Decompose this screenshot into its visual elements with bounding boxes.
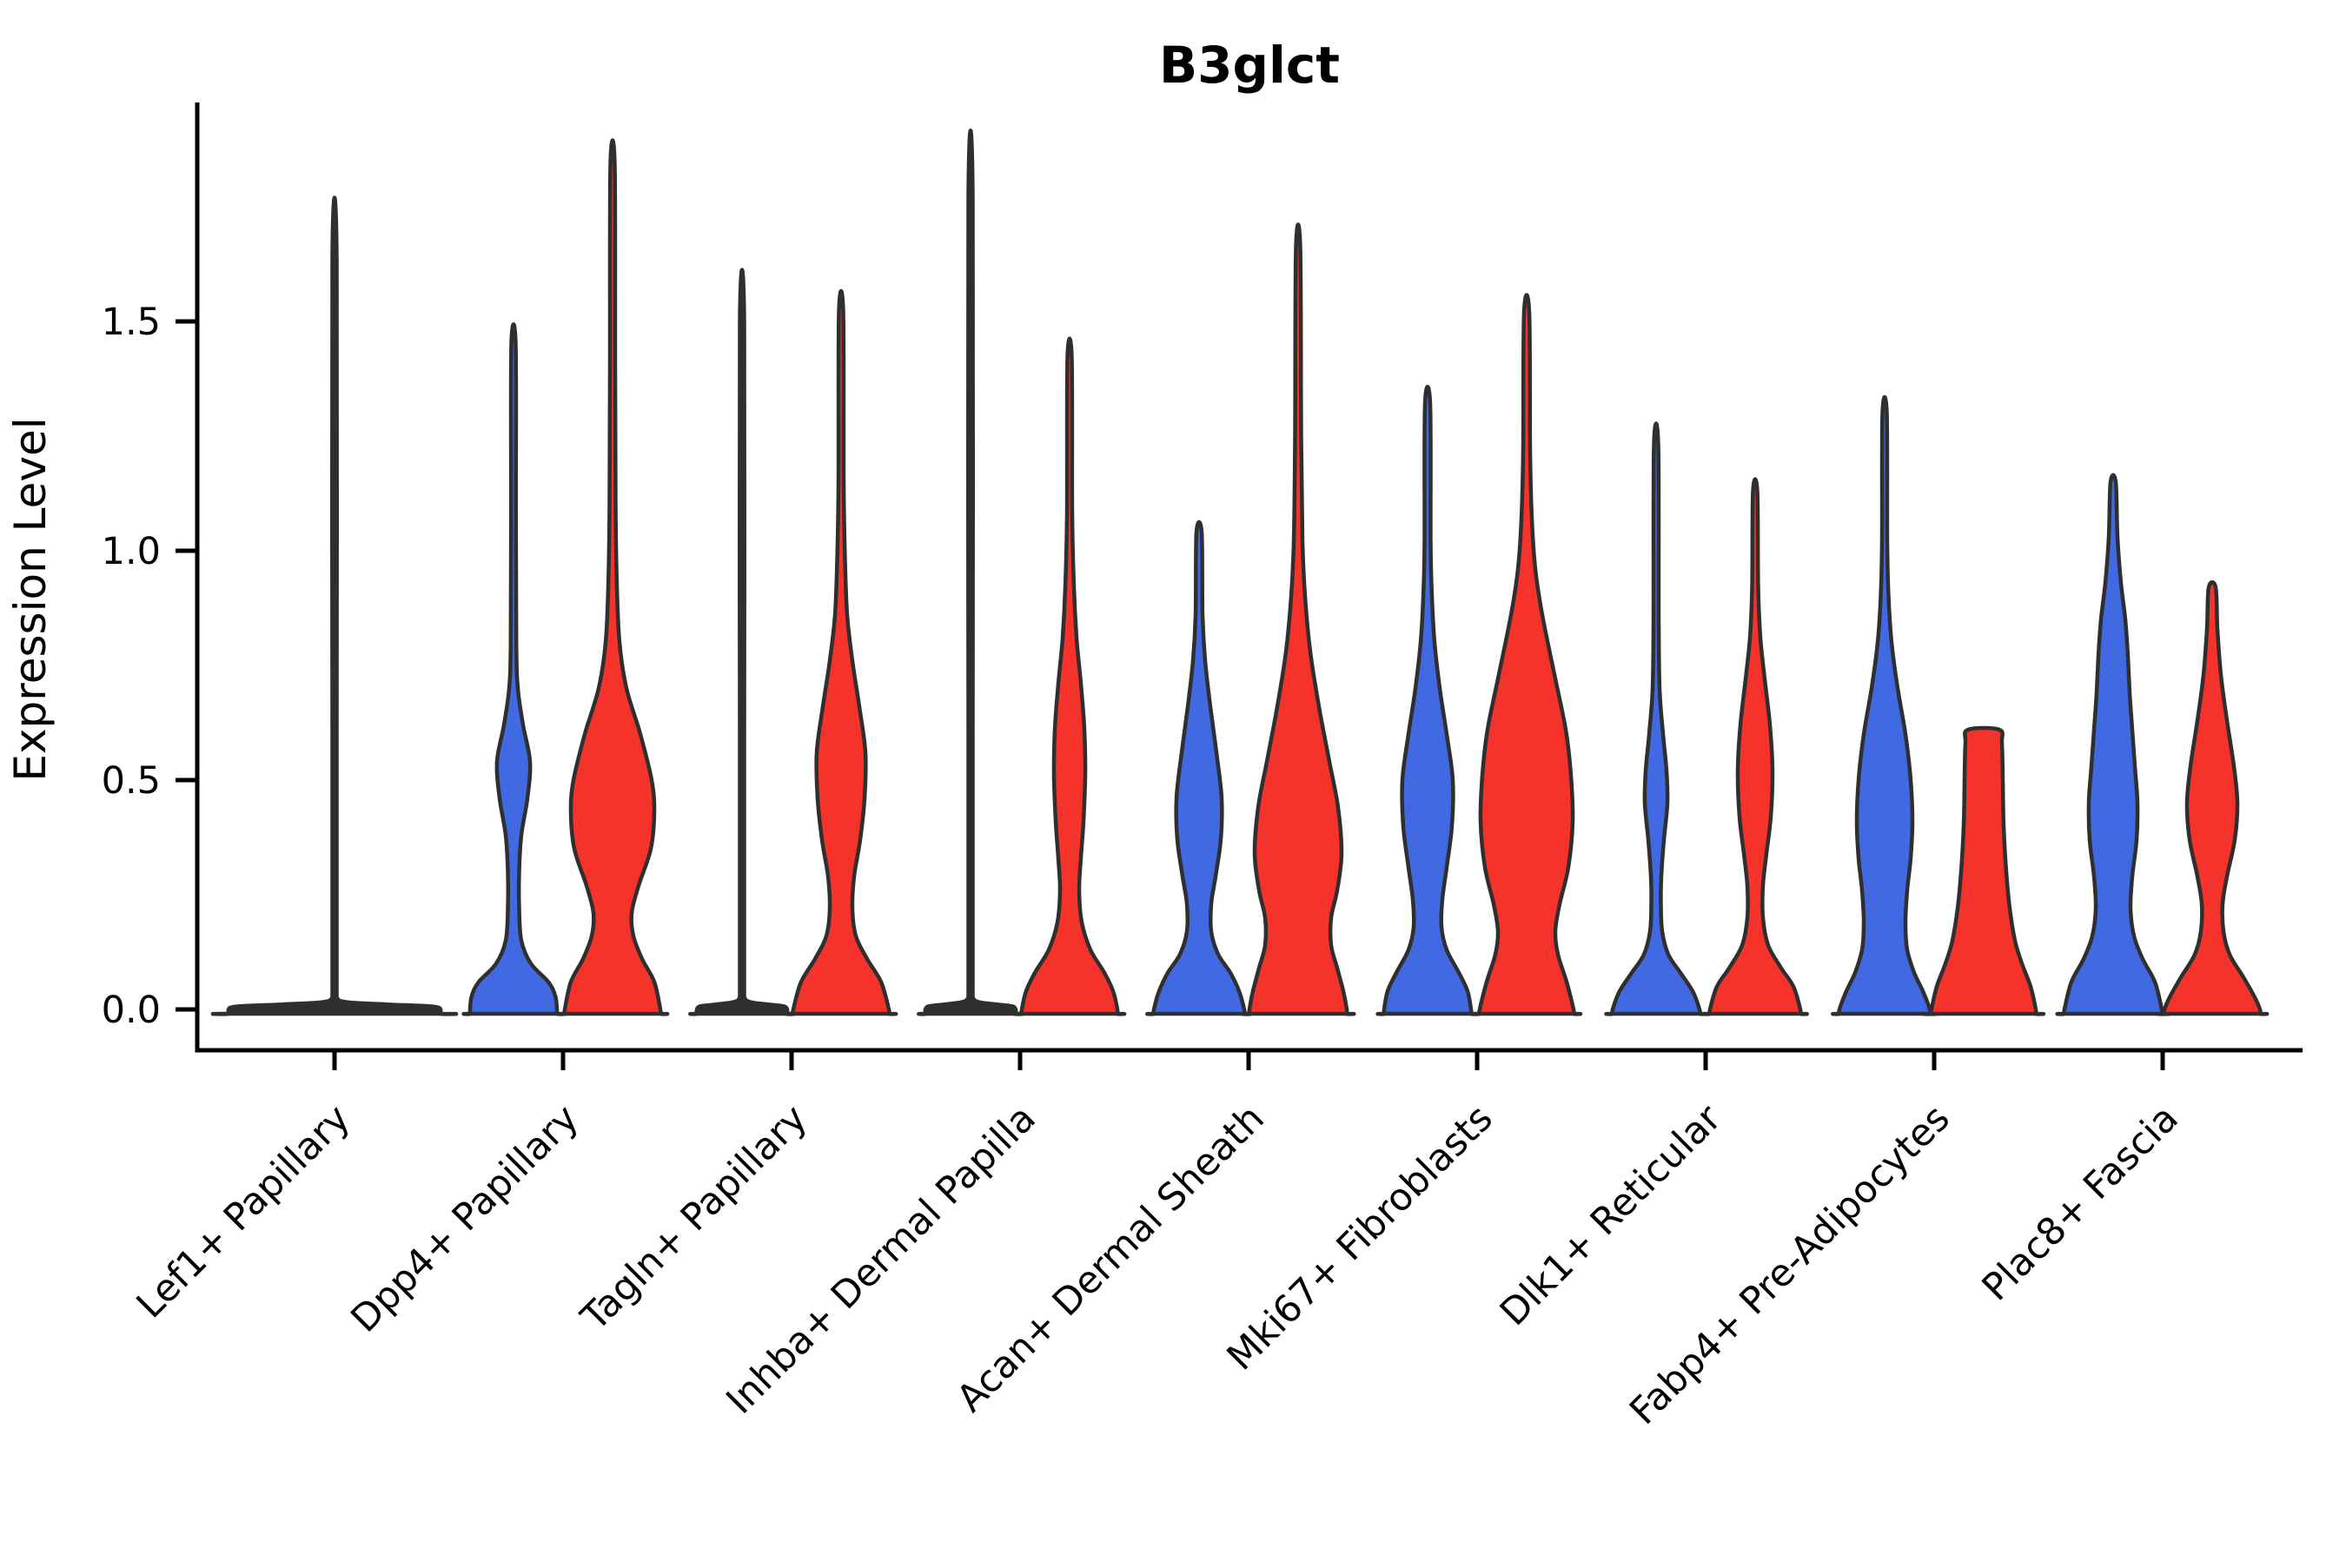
y-tick-label: 0.0 (102, 989, 161, 1032)
violin-plac8-fascia-blue (2055, 473, 2171, 1016)
violin-inhba-dermal-papilla-red (1012, 336, 1127, 1016)
violin-dpp4-papillary-blue (461, 322, 566, 1016)
y-tick-label: 1.0 (102, 530, 161, 573)
violin-fabp4-pre-adipocytes-red (1921, 725, 2046, 1016)
chart-title: B3glct (1159, 36, 1340, 95)
violin-dlk1-reticular-blue (1604, 421, 1708, 1016)
violin-inhba-dermal-papilla-blue (917, 129, 1024, 1016)
violin-mki67-fibroblasts-red (1470, 293, 1583, 1016)
violin-dpp4-papillary-red (555, 138, 670, 1016)
violin-plac8-fascia-red (2155, 580, 2270, 1016)
y-tick-label: 1.5 (102, 301, 161, 344)
violin-tagln-papillary-red (784, 289, 898, 1016)
violin-acan-dermal-sheath-blue (1145, 519, 1253, 1016)
violin-fabp4-pre-adipocytes-blue (1831, 394, 1938, 1016)
violin-acan-dermal-sheath-red (1240, 222, 1356, 1016)
violin-tagln-papillary-blue (688, 268, 796, 1016)
y-axis-label: Expression Level (5, 417, 56, 781)
violin-mki67-fibroblasts-blue (1375, 384, 1480, 1016)
y-tick-label: 0.5 (102, 759, 161, 803)
violin-dlk1-reticular-red (1701, 477, 1809, 1016)
violin-lef1-papillary-single (210, 195, 459, 1016)
